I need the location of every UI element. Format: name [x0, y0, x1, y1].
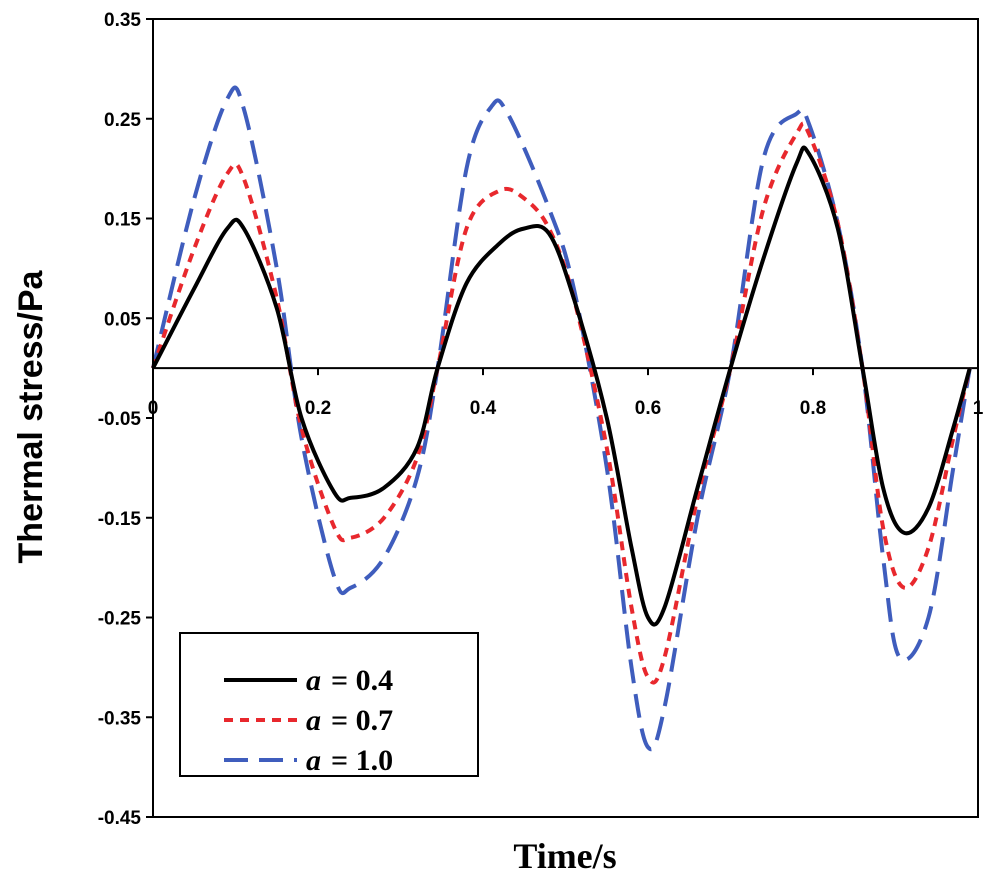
- y-tick-label: 0.05: [104, 309, 141, 330]
- y-tick-label: 0.15: [104, 210, 141, 231]
- legend: a = 0.4 a = 0.7 a = 1.0: [179, 632, 479, 777]
- legend-value: = 1.0: [331, 744, 393, 777]
- y-tick-label: -0.45: [98, 808, 142, 829]
- legend-label: a = 1.0: [306, 744, 393, 777]
- series-line: [151, 121, 972, 685]
- x-axis-label: Time/s: [513, 836, 616, 876]
- y-tick-label: -0.35: [98, 708, 142, 729]
- series-line: [151, 145, 972, 627]
- y-tick-label: 0.35: [104, 10, 141, 31]
- legend-variable: a: [306, 664, 321, 697]
- x-tick-label: 0.6: [635, 398, 661, 419]
- legend-box: [179, 632, 479, 777]
- series-layer: [151, 85, 972, 752]
- x-tick-label: 0.4: [470, 398, 497, 419]
- legend-variable: a: [306, 704, 321, 737]
- legend-label: a = 0.7: [306, 704, 393, 737]
- legend-label: a = 0.4: [306, 664, 393, 697]
- x-tick-label: 0.8: [800, 398, 826, 419]
- plot-area-frame: [152, 18, 979, 818]
- y-tick-label: -0.15: [98, 509, 142, 530]
- x-axis-ticks: 0 0.2 0.4 0.6 0.8 1: [148, 368, 984, 419]
- y-axis-ticks: 0.35 0.25 0.15 0.05 -0.05 -0.15 -0.25 -0.35 -0.4…: [98, 10, 153, 829]
- legend-value: = 0.7: [331, 704, 393, 737]
- legend-variable: a: [306, 744, 321, 777]
- y-tick-label: -0.05: [98, 409, 142, 430]
- y-tick-label: 0.25: [104, 110, 141, 131]
- y-axis-label: Thermal stress/Pa: [12, 269, 50, 563]
- legend-value: = 0.4: [331, 664, 393, 697]
- y-tick-label: -0.25: [98, 609, 142, 630]
- x-tick-label: 0.2: [305, 398, 331, 419]
